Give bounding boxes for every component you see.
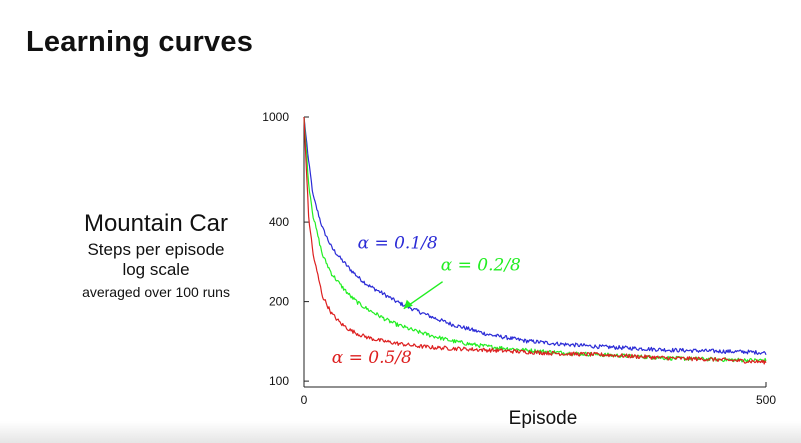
caption-runs-note: averaged over 100 runs — [82, 283, 230, 300]
y-tick-label: 200 — [269, 295, 289, 309]
series-line-3 — [303, 116, 767, 365]
caption-metric: Steps per episode — [87, 239, 225, 259]
x-tick-label: 500 — [756, 393, 776, 407]
y-tick-label: 1000 — [262, 110, 289, 124]
series-label-3: α = 0.5/8 — [332, 348, 412, 368]
caption-scale-note: log scale — [122, 260, 190, 280]
series-labels: α = 0.1/8α = 0.2/8 α = 0.5/8 — [332, 233, 521, 368]
y-tick-label: 100 — [269, 374, 289, 388]
x-axis-title: Episode — [509, 408, 578, 429]
chart-caption: Mountain Car Steps per episode log scale… — [58, 210, 254, 300]
series-label-2-arrowhead — [403, 299, 413, 309]
y-tick-label: 400 — [269, 215, 289, 229]
series-label-1: α = 0.1/8 — [358, 233, 438, 253]
axes: 100 200 400 1000 0 500 Episode — [262, 110, 776, 429]
caption-task-name: Mountain Car — [83, 210, 229, 237]
series-line-1 — [303, 116, 767, 356]
x-tick-label: 0 — [301, 393, 308, 407]
slide-title: Learning curves — [26, 26, 254, 58]
series-lines — [303, 116, 767, 365]
bottom-shade — [0, 421, 801, 443]
series-label-2: α = 0.2/8 — [441, 256, 521, 276]
